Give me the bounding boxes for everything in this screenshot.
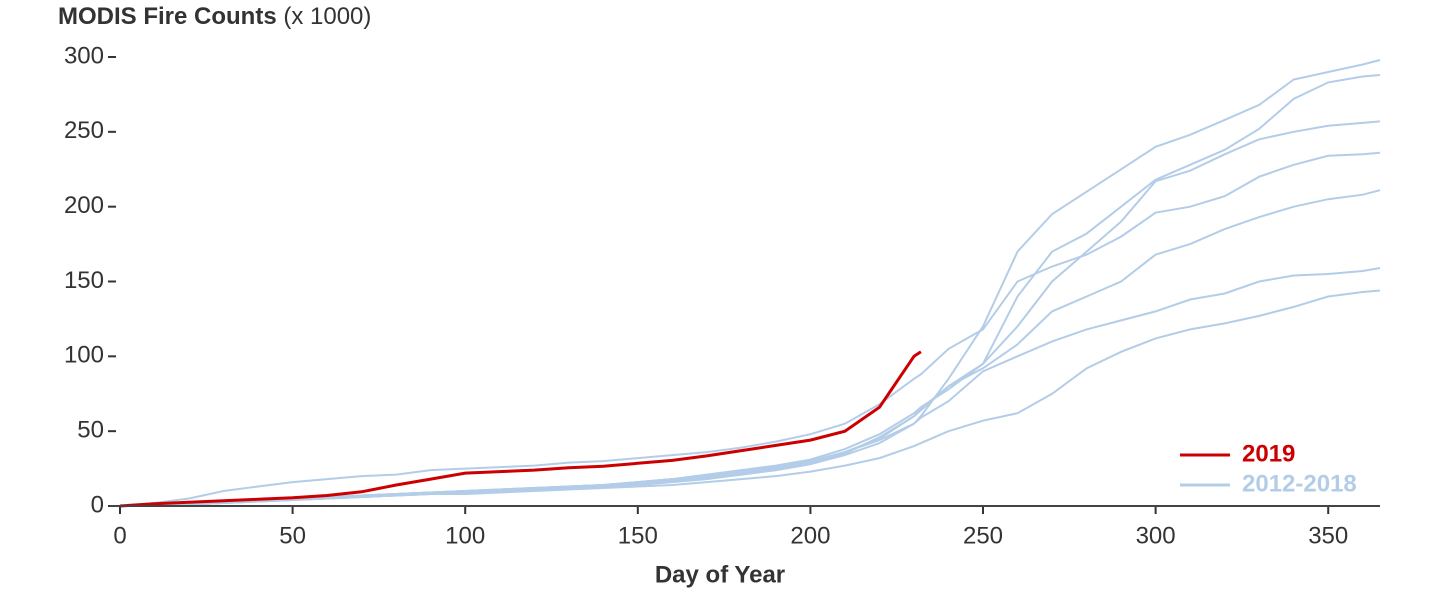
y-tick-label: 250: [64, 117, 104, 144]
x-tick-label: 50: [279, 522, 306, 549]
legend-label: 2012-2018: [1242, 470, 1357, 497]
series-line: [119, 151, 1381, 507]
series-line: [119, 350, 922, 508]
series-line: [119, 267, 1381, 507]
series-line: [119, 189, 1381, 507]
y-tick-label: 300: [64, 42, 104, 69]
series-line: [119, 74, 1381, 507]
title-note: (x 1000): [283, 3, 371, 30]
x-tick-label: 300: [1136, 522, 1176, 549]
x-tick-label: 150: [618, 522, 658, 549]
legend-label: 2019: [1242, 440, 1295, 467]
x-tick-label: 0: [113, 522, 126, 549]
y-tick-label: 150: [64, 267, 104, 294]
x-tick-label: 250: [963, 522, 1003, 549]
x-tick-label: 350: [1308, 522, 1348, 549]
x-tick-label: 200: [790, 522, 830, 549]
title-main: MODIS Fire Counts: [58, 3, 277, 30]
y-tick-label: 100: [64, 342, 104, 369]
y-tick-label: 200: [64, 192, 104, 219]
series-line: [119, 59, 1381, 507]
x-tick-label: 100: [445, 522, 485, 549]
chart-title: MODIS Fire Counts (x 1000): [58, 3, 371, 30]
x-axis-label: Day of Year: [655, 561, 785, 588]
y-tick-label: 0: [91, 491, 104, 518]
y-tick-label: 50: [77, 417, 104, 444]
series-line: [119, 289, 1381, 507]
